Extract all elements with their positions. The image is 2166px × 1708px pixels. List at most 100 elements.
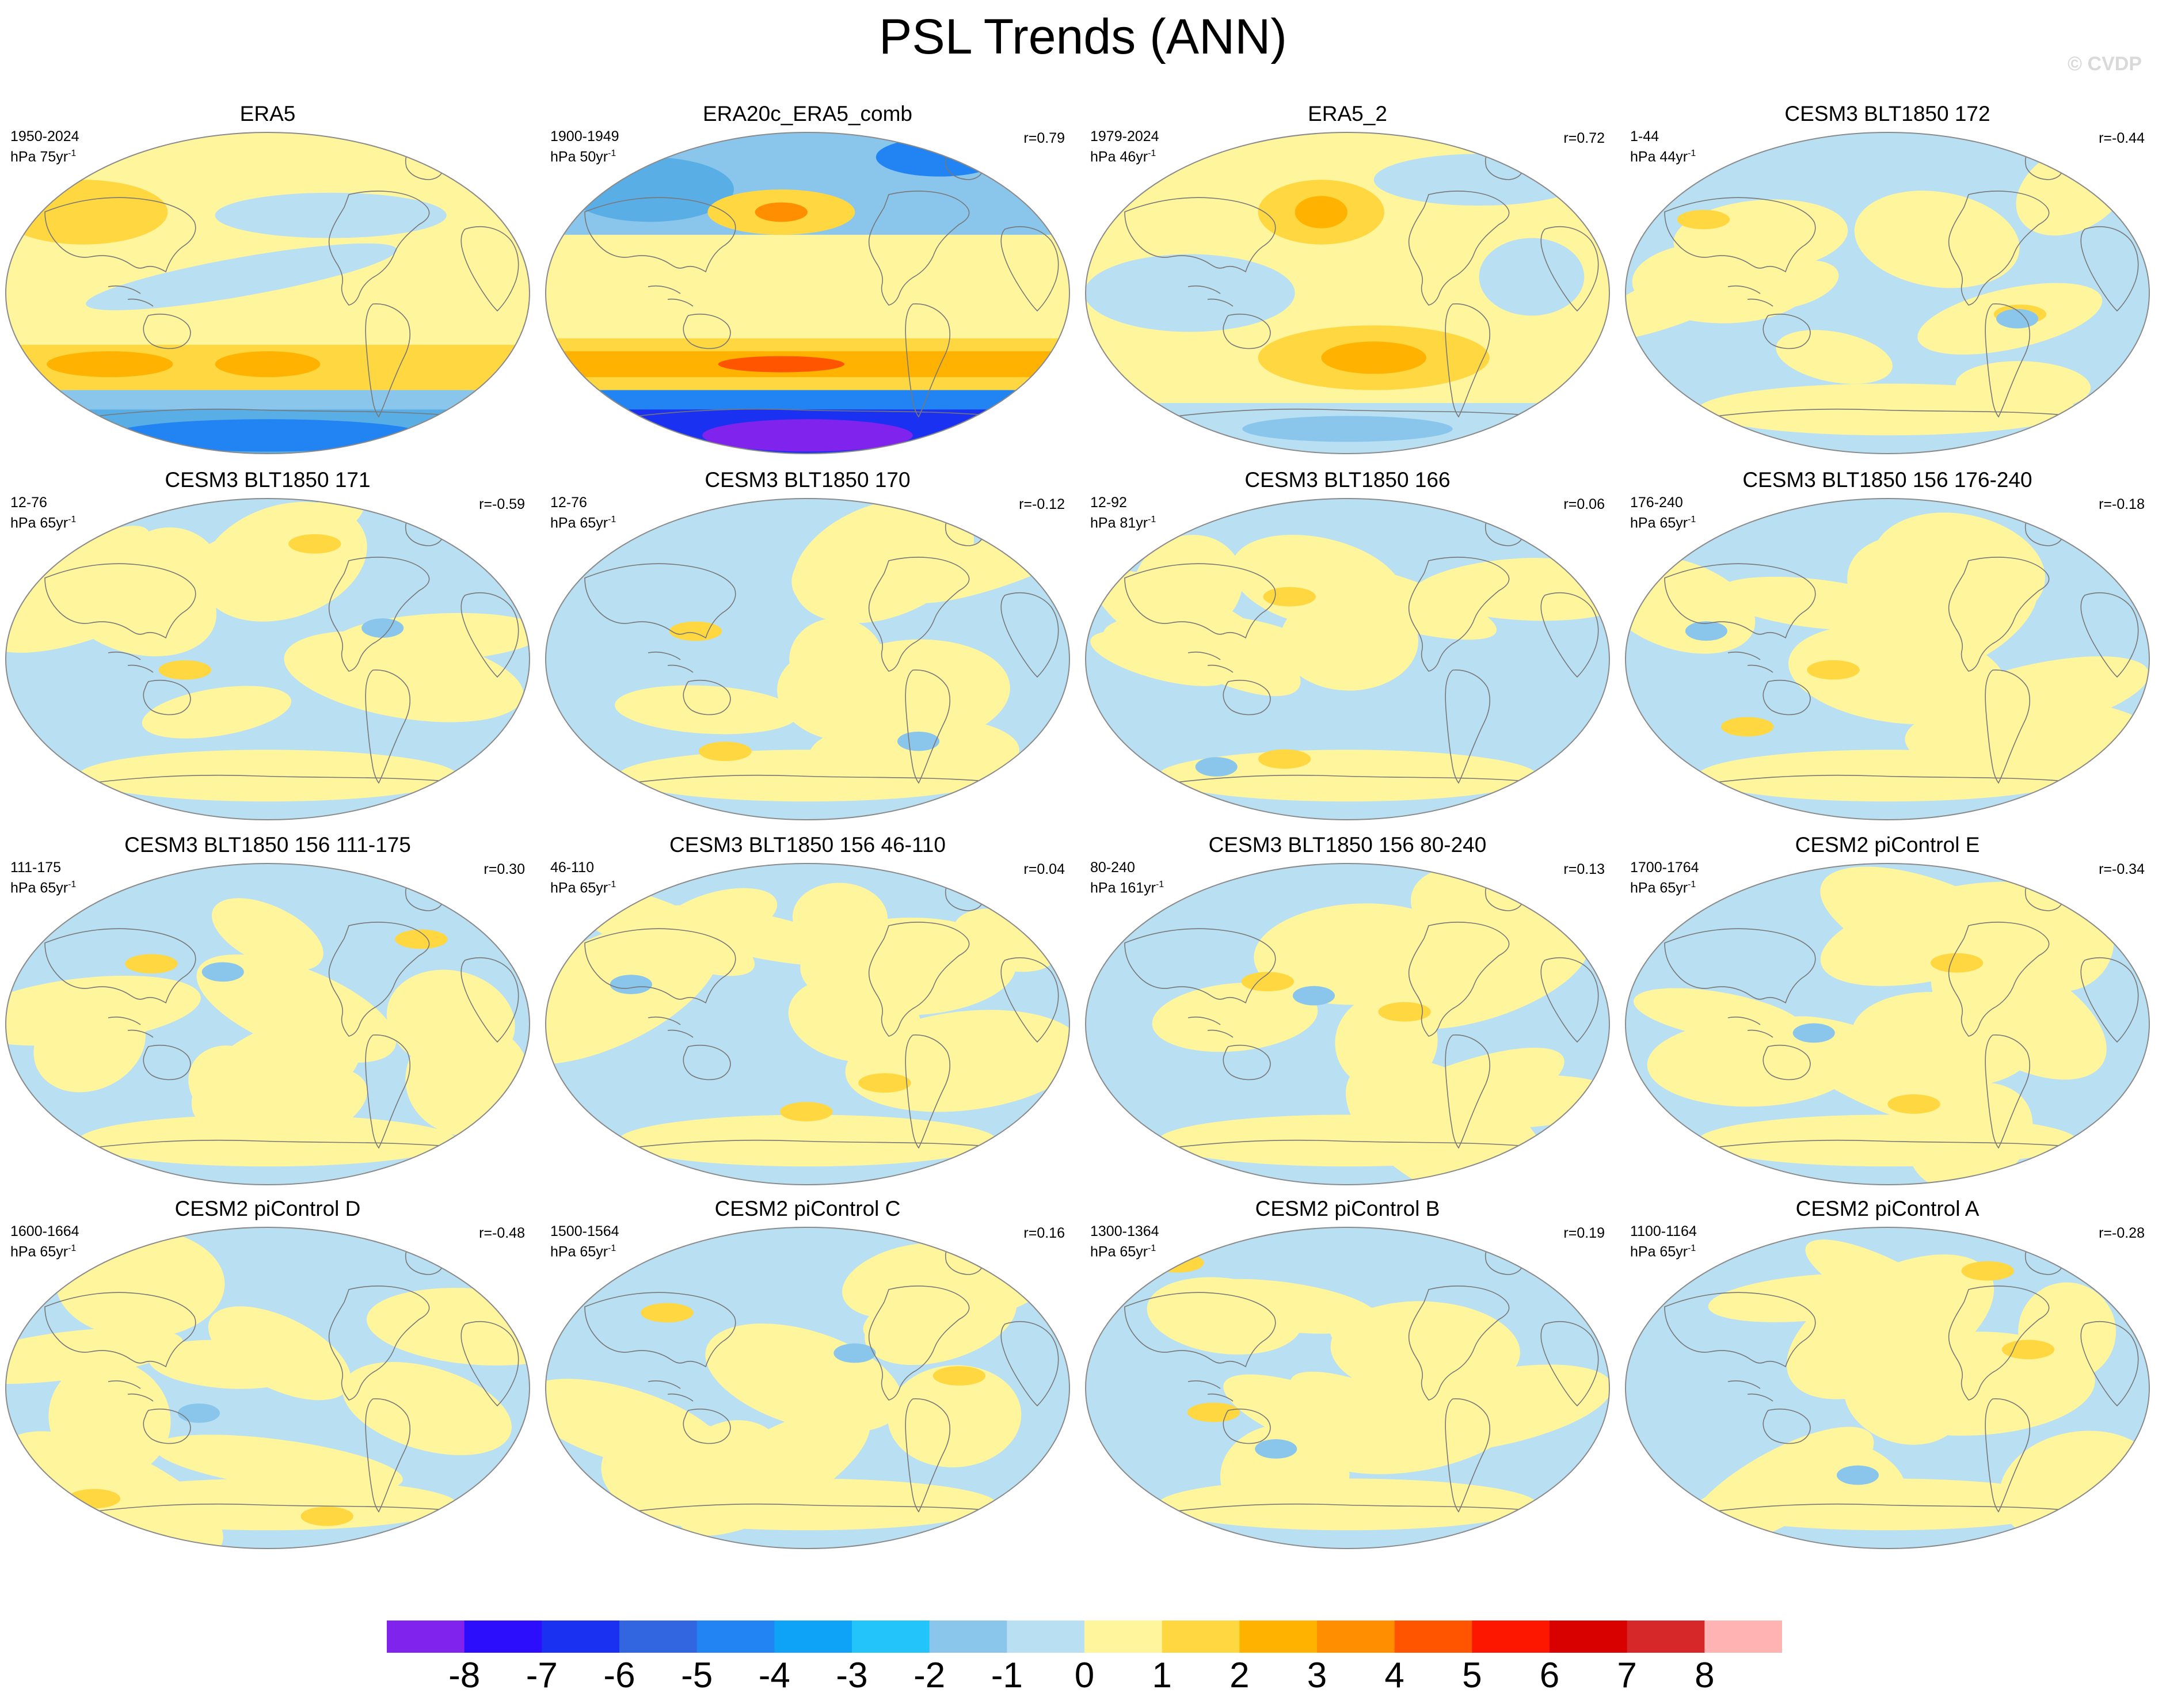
coastline bbox=[44, 1292, 196, 1368]
colorbar-tick-label: -2 bbox=[913, 1656, 946, 1695]
positive-anomaly bbox=[1847, 571, 1974, 656]
coastline bbox=[1223, 1044, 1271, 1081]
positive-anomaly-strong bbox=[6, 180, 168, 245]
map-outline bbox=[545, 498, 1070, 820]
trend-field bbox=[1086, 132, 1609, 454]
coastline bbox=[1408, 191, 1510, 306]
trend-field bbox=[1626, 863, 2149, 1185]
panel-period-units: 12-76 hPa 65yr-1 bbox=[550, 494, 616, 531]
positive-anomaly-strong bbox=[1263, 587, 1316, 607]
panel-title: CESM3 BLT1850 156 46-110 bbox=[669, 833, 946, 857]
positive-anomaly bbox=[208, 1306, 351, 1401]
panel-units: hPa 65yr-1 bbox=[10, 1243, 77, 1260]
panel-period-units: 1500-1564 hPa 65yr-1 bbox=[550, 1223, 619, 1260]
panel-period: 1900-1949 bbox=[550, 128, 619, 144]
coastline bbox=[2080, 957, 2139, 1043]
positive-anomaly bbox=[615, 685, 798, 735]
panel-units: hPa 65yr-1 bbox=[550, 515, 616, 531]
negative-anomaly bbox=[86, 243, 397, 310]
coastline bbox=[1727, 651, 1773, 673]
map-panel: CESM3 BLT1850 171 12-76 hPa 65yr-1 r=-0.59 bbox=[0, 467, 535, 824]
positive-anomaly-strong bbox=[641, 1303, 694, 1323]
colorbar-box bbox=[619, 1620, 698, 1653]
colorbar-box bbox=[387, 1620, 465, 1653]
coastline bbox=[1763, 679, 1811, 716]
positive-anomaly bbox=[1633, 988, 1805, 1043]
coastline bbox=[648, 1380, 694, 1402]
map-outline bbox=[1625, 863, 2150, 1185]
panel-correlation: r=-0.28 bbox=[2099, 1225, 2145, 1241]
trend-field bbox=[1086, 499, 1609, 820]
positive-anomaly bbox=[618, 1478, 998, 1531]
colorbar-tick-label: -6 bbox=[603, 1656, 635, 1695]
robinson-map bbox=[1085, 1227, 1610, 1549]
negative-anomaly bbox=[177, 1403, 220, 1423]
panel-period: 1500-1564 bbox=[550, 1223, 619, 1239]
positive-anomaly-strong bbox=[1187, 1402, 1240, 1422]
map-outline bbox=[5, 863, 530, 1185]
panel-title: ERA5 bbox=[239, 102, 296, 125]
panel-units: hPa 65yr-1 bbox=[1090, 1243, 1156, 1260]
positive-anomaly bbox=[196, 954, 397, 1063]
panel-units: hPa 44yr-1 bbox=[1630, 149, 1696, 165]
coastline bbox=[1727, 1016, 1773, 1038]
colorbar-box bbox=[1239, 1620, 1318, 1653]
coastline bbox=[905, 669, 951, 784]
robinson-map bbox=[5, 498, 530, 820]
map-outline bbox=[5, 1227, 530, 1549]
panel-period: 12-92 bbox=[1090, 494, 1127, 511]
positive-anomaly bbox=[154, 1435, 403, 1493]
coastline bbox=[73, 1139, 454, 1151]
positive-anomaly-strong bbox=[67, 1489, 121, 1509]
coastline bbox=[1540, 592, 1599, 678]
positive-anomaly-strong bbox=[1887, 1094, 1940, 1114]
panel-period-units: 1600-1664 hPa 65yr-1 bbox=[10, 1223, 79, 1260]
panel-correlation: r=-0.48 bbox=[479, 1225, 525, 1241]
robinson-map bbox=[5, 132, 530, 454]
coastline bbox=[905, 303, 951, 418]
map-panel: CESM2 piControl D 1600-1664 hPa 65yr-1 r=-0… bbox=[0, 1196, 535, 1553]
coastline bbox=[1000, 226, 1059, 312]
negative-anomaly bbox=[1292, 986, 1335, 1006]
colorbar-box bbox=[1084, 1620, 1163, 1653]
coastline bbox=[143, 313, 191, 349]
positive-anomaly bbox=[33, 996, 146, 1093]
negative-anomaly bbox=[1255, 1439, 1297, 1459]
panel-period: 1300-1364 bbox=[1090, 1223, 1159, 1239]
coastline bbox=[143, 1408, 191, 1444]
colorbar-tick-label: -8 bbox=[448, 1656, 481, 1695]
colorbar-box bbox=[929, 1620, 1007, 1653]
positive-anomaly-strong bbox=[1930, 953, 1984, 973]
positive-anomaly bbox=[6, 547, 191, 653]
coastline bbox=[1664, 563, 1816, 639]
coastline bbox=[1985, 669, 2031, 784]
map-panel: CESM2 piControl C 1500-1564 hPa 65yr-1 r=0.… bbox=[540, 1196, 1075, 1553]
coastline bbox=[1153, 774, 1534, 786]
coastline bbox=[1948, 557, 2050, 672]
coastline bbox=[1223, 679, 1271, 716]
colorbar-tick-label: 7 bbox=[1617, 1656, 1637, 1695]
map-panel: CESM3 BLT1850 170 12-76 hPa 65yr-1 r=-0.12 bbox=[540, 467, 1075, 824]
robinson-map bbox=[1625, 1227, 2150, 1549]
coastline bbox=[1985, 1034, 2031, 1149]
positive-anomaly bbox=[48, 1360, 171, 1478]
colorbar-box bbox=[696, 1620, 775, 1653]
coastline bbox=[1408, 557, 1510, 672]
panel-units: hPa 161yr-1 bbox=[1090, 880, 1164, 896]
panel-correlation: r=-0.44 bbox=[2099, 130, 2145, 146]
panel-units: hPa 46yr-1 bbox=[1090, 149, 1156, 165]
coastline bbox=[1223, 1408, 1271, 1444]
coastline bbox=[1445, 1398, 1491, 1513]
positive-anomaly bbox=[1152, 982, 1318, 1052]
negative-anomaly bbox=[1086, 254, 1295, 332]
positive-anomaly bbox=[78, 1478, 458, 1531]
panel-correlation: r=0.30 bbox=[484, 861, 525, 877]
panel-period-units: 1100-1164 hPa 65yr-1 bbox=[1630, 1223, 1697, 1260]
trend-field bbox=[1086, 1227, 1609, 1549]
positive-anomaly bbox=[1931, 950, 2107, 1080]
map-panel: CESM2 piControl B 1300-1364 hPa 65yr-1 r=0.… bbox=[1080, 1196, 1615, 1553]
map-outline bbox=[1085, 1227, 1610, 1549]
negative-anomaly bbox=[1195, 757, 1238, 777]
negative-anomaly bbox=[1836, 1465, 1879, 1485]
colorbar-box bbox=[774, 1620, 852, 1653]
